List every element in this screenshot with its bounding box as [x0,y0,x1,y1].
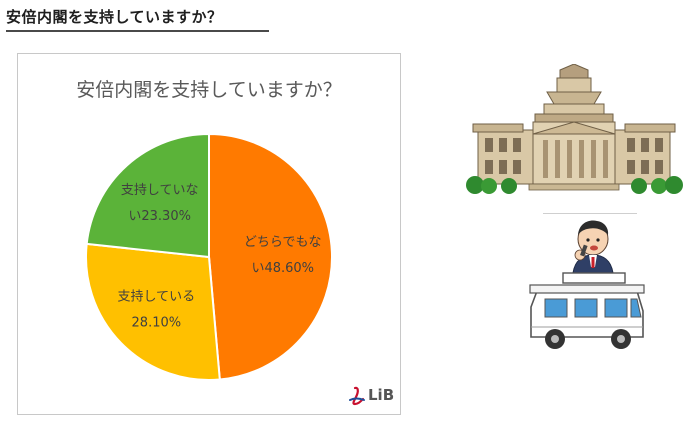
pie-chart: 安倍内閣を支持していますか？ どちらでもない48.60% 支持している 28.10%… [76,79,342,381]
pie-slice-label-1: どちらでもない48.60% [244,235,322,276]
pie-chart-card: 安倍内閣を支持していますか？ どちらでもない48.60% 支持している 28.10%… [17,53,401,415]
lib-logo-icon [349,386,365,406]
pie-slice-1 [208,132,333,381]
page-heading: 安倍内閣を支持していますか？ [6,4,269,32]
pie-slice-label-3: 支持していない23.30% [121,183,199,224]
lib-logo: LiB [346,385,394,407]
chart-title: 安倍内閣を支持していますか？ [76,79,341,101]
pie-slice-2 [85,242,221,381]
lib-logo-text: LiB [368,386,395,404]
campaign-van-illustration [529,220,645,349]
pie-slice-label-2: 支持している 28.10% [118,290,196,331]
pie-slice-3 [85,132,210,259]
parliament-building-illustration [466,64,683,194]
illustration-divider [543,213,637,214]
